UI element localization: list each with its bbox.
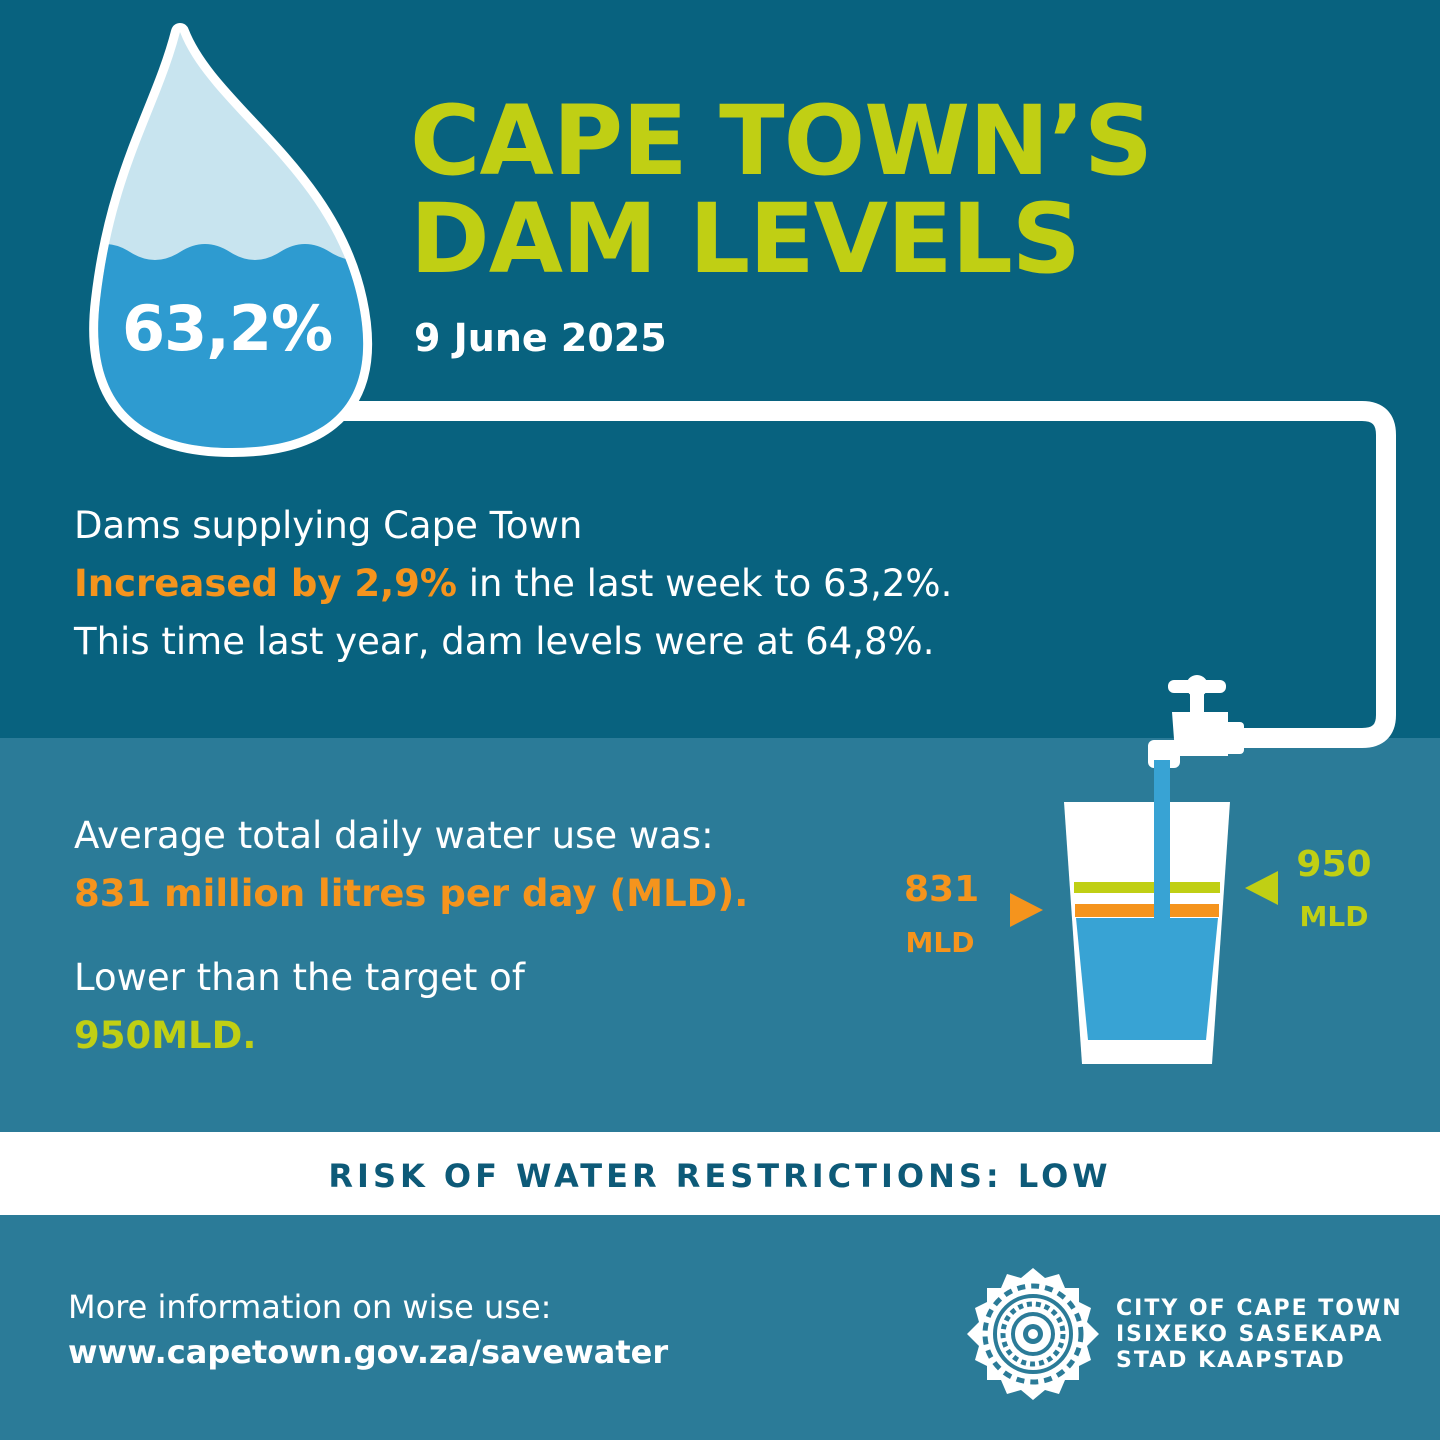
target-line-950: [1074, 882, 1220, 893]
dams-line-2: Increased by 2,9% in the last week to 63…: [74, 561, 952, 607]
usage-value: 831 million litres per day (MLD).: [74, 872, 749, 915]
risk-level-text: RISK OF WATER RESTRICTIONS: LOW: [328, 1157, 1112, 1195]
dams-summary: Dams supplying Cape Town Increased by 2,…: [74, 503, 952, 665]
water-drop-icon: [89, 23, 373, 457]
tap-icon: [1148, 675, 1244, 768]
water-stream: [1154, 760, 1170, 920]
target-arrow-icon: [1245, 871, 1278, 905]
dams-line-3: This time last year, dam levels were at …: [74, 620, 935, 663]
increase-highlight: Increased by 2,9%: [74, 562, 457, 605]
usage-line-1: Average total daily water use was:: [74, 814, 714, 857]
logo-line-3: STAD KAAPSTAD: [1116, 1348, 1346, 1373]
city-logo-icon: [967, 1268, 1099, 1400]
risk-band: [0, 1132, 1440, 1215]
page-title: CAPE TOWN’S DAM LEVELS: [410, 92, 1153, 288]
footer-section: [0, 1215, 1440, 1440]
logo-line-1: CITY OF CAPE TOWN: [1116, 1296, 1403, 1321]
target-unit-label: MLD: [1299, 900, 1369, 933]
actual-value-label: 831: [904, 869, 980, 910]
increase-rest: in the last week to 63,2%.: [456, 562, 953, 605]
actual-unit-label: MLD: [905, 926, 975, 959]
glass-icon: [1064, 760, 1230, 1064]
target-value-label: 950: [1296, 844, 1372, 885]
usage-target: 950MLD.: [74, 1014, 257, 1057]
dam-level-percentage: 63,2%: [122, 292, 333, 365]
report-date: 9 June 2025: [414, 316, 667, 360]
water-pipe: [330, 401, 1396, 748]
actual-arrow-icon: [1010, 893, 1043, 927]
actual-line-831: [1075, 904, 1219, 917]
logo-line-2: ISIXEKO SASEKAPA: [1116, 1322, 1384, 1347]
title-line-1: CAPE TOWN’S: [410, 85, 1153, 197]
title-line-2: DAM LEVELS: [410, 183, 1081, 295]
savewater-link[interactable]: www.capetown.gov.za/savewater: [68, 1333, 669, 1371]
usage-line-3: Lower than the target of: [74, 956, 525, 999]
dams-line-1: Dams supplying Cape Town: [74, 504, 583, 547]
usage-summary: Average total daily water use was: 831 m…: [74, 813, 748, 1059]
footer-info-text: More information on wise use:: [68, 1288, 552, 1326]
